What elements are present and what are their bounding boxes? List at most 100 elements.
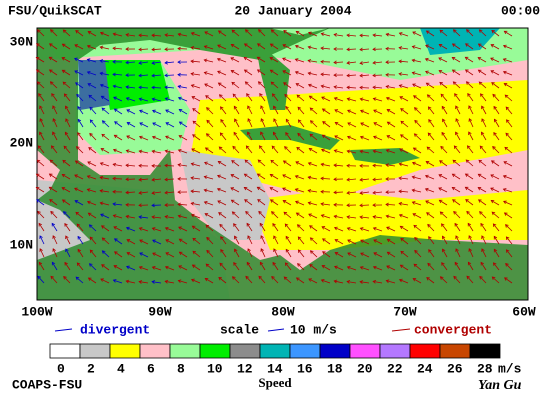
wind-vector	[272, 262, 279, 271]
wind-arrowhead	[441, 262, 445, 266]
wind-arrowhead	[234, 248, 238, 253]
wind-arrowhead	[320, 202, 324, 206]
wind-vector	[191, 214, 201, 219]
wind-vector	[191, 84, 201, 89]
wind-arrowhead	[309, 250, 314, 254]
legend-scale-value: 10 m/s	[290, 322, 337, 337]
wind-vector	[204, 83, 214, 89]
wind-arrowhead	[359, 203, 363, 208]
wind-arrowhead	[503, 212, 508, 216]
wind-arrowhead	[385, 177, 389, 181]
wind-arrowhead	[74, 57, 78, 62]
wind-vector	[76, 223, 84, 232]
wind-arrowhead	[231, 211, 236, 215]
wind-vector	[62, 69, 71, 76]
wind-vector	[75, 212, 84, 219]
wind-vector	[452, 199, 461, 206]
wind-arrowhead	[346, 135, 351, 140]
wind-vector	[452, 69, 461, 76]
wind-arrowhead	[478, 199, 482, 203]
wind-vector	[191, 96, 201, 102]
wind-vector	[219, 263, 227, 271]
wind-arrowhead	[65, 235, 69, 240]
wind-vector	[178, 33, 188, 37]
wind-vector	[178, 97, 188, 102]
wind-arrowhead	[65, 118, 69, 122]
wind-vector	[113, 203, 123, 206]
wind-arrowhead	[74, 187, 78, 192]
wind-arrowhead	[113, 108, 118, 112]
wind-vector	[217, 188, 227, 193]
wind-arrowhead	[359, 61, 364, 65]
wind-vector	[493, 132, 500, 141]
wind-vector	[65, 118, 71, 128]
colorbar-swatch	[169, 343, 201, 359]
wind-vector	[88, 31, 97, 37]
wind-vector	[139, 98, 149, 102]
wind-vector	[233, 106, 240, 115]
wind-arrowhead	[372, 33, 376, 38]
wind-vector	[505, 132, 513, 141]
wind-vector	[204, 72, 214, 76]
wind-vector	[139, 239, 149, 245]
wind-vector	[270, 199, 279, 206]
wind-vector	[152, 110, 162, 115]
wind-vector	[494, 119, 500, 128]
wind-arrowhead	[503, 161, 508, 165]
wind-vector	[347, 281, 357, 284]
wind-arrowhead	[177, 46, 181, 51]
wind-arrowhead	[101, 225, 105, 229]
wind-vector	[480, 262, 487, 271]
wind-vector	[152, 150, 162, 154]
wind-arrowhead	[320, 162, 325, 167]
land	[255, 40, 290, 110]
wind-vector	[296, 277, 305, 284]
wind-arrowhead	[138, 265, 143, 270]
wind-arrowhead	[204, 213, 209, 217]
wind-arrowhead	[269, 199, 274, 203]
wind-arrowhead	[385, 190, 389, 195]
wind-arrowhead	[87, 83, 92, 87]
wind-vector	[204, 213, 214, 219]
wind-vector	[220, 119, 227, 128]
wind-arrowhead	[86, 188, 91, 192]
wind-vector	[283, 211, 292, 219]
wind-arrowhead	[61, 43, 66, 48]
wind-arrowhead	[192, 134, 196, 138]
wind-vector	[257, 199, 266, 206]
wind-arrowhead	[441, 105, 446, 110]
wind-arrowhead	[479, 145, 484, 150]
wind-vector	[503, 45, 513, 50]
wind-vector	[49, 56, 58, 63]
wind-arrowhead	[87, 31, 92, 35]
wind-arrowhead	[37, 210, 41, 215]
wind-vector	[442, 118, 448, 128]
wind-arrowhead	[125, 47, 129, 51]
wind-vector	[192, 225, 201, 232]
wind-arrowhead	[413, 224, 418, 229]
wind-vector	[347, 34, 357, 37]
wind-vector	[205, 263, 214, 271]
wind-vector	[479, 29, 487, 37]
wind-vector	[220, 249, 227, 258]
wind-arrowhead	[346, 190, 350, 195]
wind-vector	[74, 174, 84, 180]
colorbar-title: Speed	[258, 375, 292, 390]
wind-vector	[490, 44, 500, 50]
wind-arrowhead	[177, 148, 182, 153]
wind-vector	[114, 238, 123, 245]
wind-arrowhead	[86, 58, 91, 62]
wind-vector	[49, 186, 58, 193]
wind-arrowhead	[309, 120, 314, 124]
wind-arrowhead	[151, 203, 155, 208]
wind-arrowhead	[426, 94, 431, 98]
wind-vector	[272, 223, 279, 232]
wind-vector	[50, 211, 58, 219]
wind-vector	[38, 145, 45, 154]
wind-vector	[191, 279, 201, 284]
wind-vector	[36, 69, 45, 76]
wind-arrowhead	[454, 222, 458, 227]
wind-vector	[152, 216, 162, 219]
wind-vector	[334, 86, 344, 89]
speed-zone	[78, 60, 110, 110]
